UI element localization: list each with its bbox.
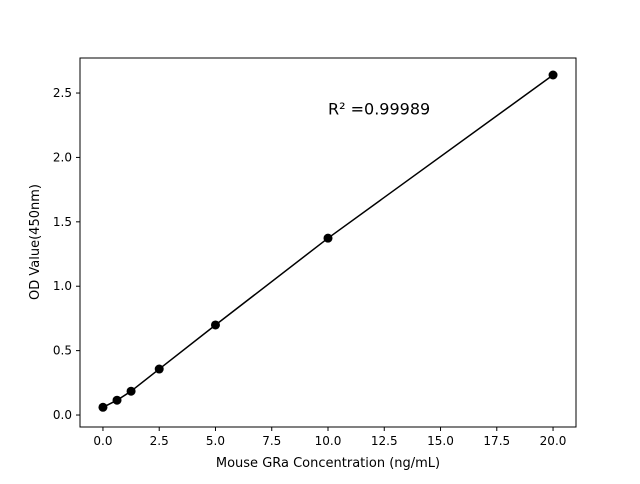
x-tick-label: 0.0 xyxy=(93,434,112,448)
x-tick-label: 5.0 xyxy=(206,434,225,448)
x-tick-label: 7.5 xyxy=(262,434,281,448)
data-point xyxy=(126,386,136,396)
data-point xyxy=(112,395,122,405)
y-axis: 0.0 0.5 1.0 1.5 2.0 2.5 xyxy=(53,86,80,422)
y-tick-label: 1.5 xyxy=(53,215,72,229)
data-points xyxy=(98,70,558,412)
r-squared-annotation: R² =0.99989 xyxy=(328,99,430,118)
y-tick-label: 2.5 xyxy=(53,86,72,100)
x-tick-label: 12.5 xyxy=(371,434,398,448)
x-tick-label: 15.0 xyxy=(427,434,454,448)
y-tick-label: 1.0 xyxy=(53,279,72,293)
x-tick-label: 20.0 xyxy=(540,434,567,448)
y-tick-label: 0.5 xyxy=(53,344,72,358)
data-point xyxy=(98,402,108,412)
x-axis: 0.0 2.5 5.0 7.5 10.0 12.5 15.0 17.5 20.0 xyxy=(93,427,566,448)
y-axis-label: OD Value(450nm) xyxy=(28,184,43,300)
x-tick-label: 17.5 xyxy=(483,434,510,448)
y-tick-label: 0.0 xyxy=(53,408,72,422)
x-tick-label: 10.0 xyxy=(315,434,342,448)
data-point xyxy=(210,320,220,330)
x-tick-label: 2.5 xyxy=(150,434,169,448)
x-axis-label: Mouse GRa Concentration (ng/mL) xyxy=(216,456,440,471)
y-tick-label: 2.0 xyxy=(53,150,72,164)
data-point xyxy=(323,233,333,243)
data-point xyxy=(548,70,558,80)
data-point xyxy=(154,364,164,374)
